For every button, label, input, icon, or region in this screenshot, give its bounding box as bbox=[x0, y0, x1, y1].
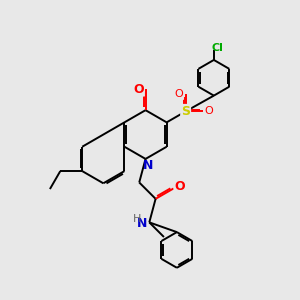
Text: O: O bbox=[205, 106, 214, 116]
Text: Cl: Cl bbox=[212, 43, 223, 53]
Text: H: H bbox=[133, 214, 141, 224]
Text: N: N bbox=[137, 218, 147, 230]
Text: S: S bbox=[181, 105, 190, 118]
Text: O: O bbox=[134, 83, 144, 96]
Text: N: N bbox=[143, 159, 153, 172]
Text: O: O bbox=[175, 89, 184, 99]
Text: O: O bbox=[174, 181, 185, 194]
